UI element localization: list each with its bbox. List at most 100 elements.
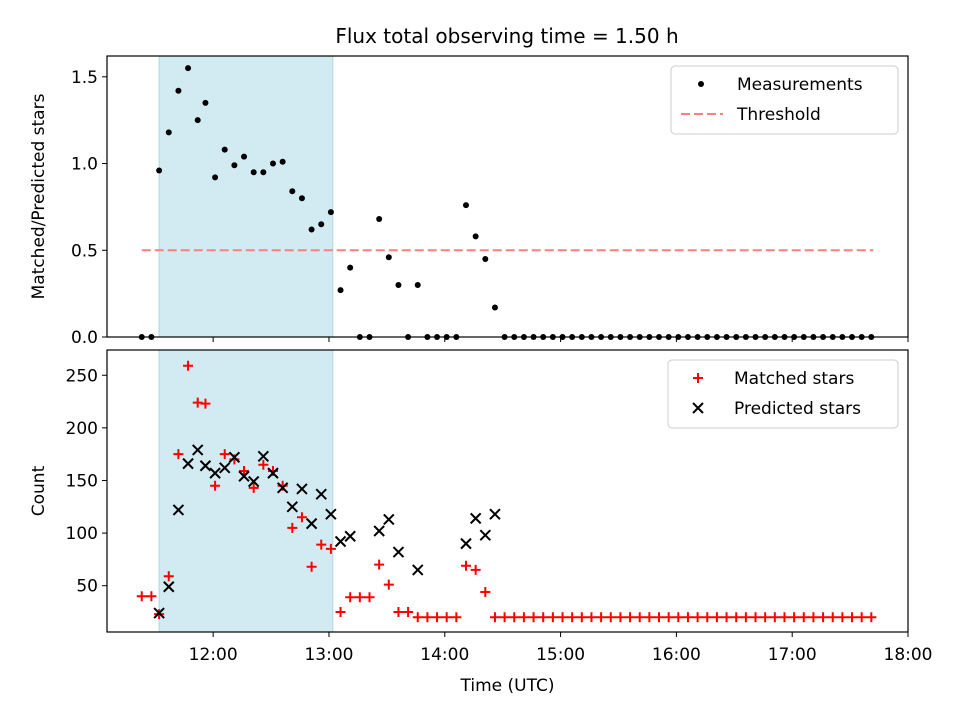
data-point bbox=[489, 508, 501, 520]
chart-title: Flux total observing time = 1.50 h bbox=[335, 24, 678, 48]
data-point bbox=[461, 560, 472, 571]
data-point bbox=[808, 612, 819, 623]
y-tick-label: 0.0 bbox=[71, 328, 98, 348]
data-point bbox=[663, 612, 674, 623]
data-point bbox=[286, 501, 298, 513]
data-point bbox=[847, 612, 858, 623]
highlight-span bbox=[159, 56, 333, 337]
y-tick-label: 100 bbox=[66, 524, 98, 544]
legend: Matched stars Predicted stars bbox=[667, 359, 899, 429]
data-point bbox=[364, 592, 375, 603]
data-point bbox=[460, 537, 472, 550]
data-point bbox=[200, 398, 211, 409]
data-point bbox=[146, 591, 157, 602]
data-point bbox=[711, 612, 722, 623]
data-point bbox=[432, 612, 443, 623]
y-tick-label: 1.5 bbox=[71, 68, 98, 88]
data-point bbox=[489, 612, 500, 623]
legend: Measurements Threshold bbox=[670, 65, 899, 135]
data-point bbox=[183, 360, 194, 371]
data-point bbox=[827, 612, 838, 623]
data-point bbox=[528, 612, 539, 623]
data-point bbox=[260, 169, 267, 176]
data-point bbox=[403, 607, 414, 618]
data-point bbox=[392, 546, 405, 558]
legend-label: Predicted stars bbox=[734, 399, 861, 419]
data-point bbox=[327, 209, 334, 216]
data-point bbox=[586, 612, 597, 623]
data-point bbox=[518, 612, 529, 623]
data-point bbox=[441, 612, 452, 623]
legend-marker bbox=[692, 402, 704, 414]
data-point bbox=[740, 612, 751, 623]
data-point bbox=[335, 607, 346, 618]
data-point bbox=[354, 592, 365, 603]
data-point bbox=[173, 449, 184, 460]
data-point bbox=[376, 216, 383, 223]
data-point bbox=[257, 450, 270, 462]
y-tick-label: 200 bbox=[66, 419, 98, 439]
data-point bbox=[239, 466, 250, 477]
data-point bbox=[509, 612, 520, 623]
data-point bbox=[414, 281, 421, 288]
data-point bbox=[731, 612, 742, 623]
data-point bbox=[296, 512, 307, 523]
bottom-panel: 50 100 150 200 250 12:00 13:00 14:00 15:00 16:00 1… bbox=[29, 349, 933, 696]
data-point bbox=[692, 612, 703, 623]
data-point bbox=[682, 612, 693, 623]
plot-frame bbox=[106, 349, 909, 633]
data-point bbox=[305, 517, 318, 530]
data-point bbox=[576, 612, 587, 623]
data-point bbox=[238, 470, 250, 482]
data-point bbox=[318, 221, 325, 228]
y-tick-label: 1.0 bbox=[71, 155, 98, 175]
data-point bbox=[192, 397, 203, 408]
data-point bbox=[798, 612, 809, 623]
highlight-span bbox=[159, 350, 333, 632]
y-axis-label: Count bbox=[29, 465, 49, 516]
top-panel: 0.0 0.5 1.0 1.5 Matched/Predicted stars Measu… bbox=[29, 55, 909, 348]
data-point bbox=[202, 99, 209, 106]
x-tick-label: 17:00 bbox=[768, 645, 817, 665]
data-point bbox=[470, 564, 481, 575]
data-point bbox=[325, 543, 336, 554]
data-point bbox=[395, 281, 402, 288]
data-point bbox=[325, 508, 337, 520]
data-point bbox=[818, 612, 829, 623]
data-point bbox=[374, 559, 385, 570]
data-point bbox=[557, 612, 568, 623]
data-point bbox=[422, 612, 433, 623]
data-point bbox=[289, 188, 296, 195]
data-point bbox=[306, 561, 317, 572]
data-point bbox=[837, 612, 848, 623]
data-point bbox=[241, 153, 248, 160]
x-tick-label: 14:00 bbox=[420, 645, 469, 665]
data-point bbox=[182, 457, 194, 470]
data-point bbox=[163, 571, 174, 582]
data-point bbox=[625, 612, 636, 623]
x-tick-label: 15:00 bbox=[536, 645, 585, 665]
y-tick-label: 150 bbox=[66, 471, 98, 491]
data-point bbox=[209, 467, 221, 479]
data-point bbox=[199, 460, 212, 472]
data-point bbox=[219, 449, 230, 460]
data-point bbox=[228, 451, 241, 464]
data-point bbox=[163, 581, 175, 593]
data-point bbox=[702, 612, 713, 623]
data-point bbox=[247, 475, 260, 488]
x-tick-label: 13:00 bbox=[304, 645, 353, 665]
data-point bbox=[383, 579, 394, 590]
data-point bbox=[165, 129, 172, 136]
data-point bbox=[596, 612, 607, 623]
data-point bbox=[136, 591, 147, 602]
data-point bbox=[153, 607, 165, 619]
x-tick-label: 16:00 bbox=[652, 645, 701, 665]
data-point bbox=[194, 117, 201, 124]
data-point bbox=[499, 612, 510, 623]
data-point bbox=[172, 504, 185, 516]
data-point bbox=[296, 483, 308, 495]
data-point bbox=[393, 607, 404, 618]
data-point bbox=[480, 587, 491, 598]
data-point bbox=[779, 612, 790, 623]
